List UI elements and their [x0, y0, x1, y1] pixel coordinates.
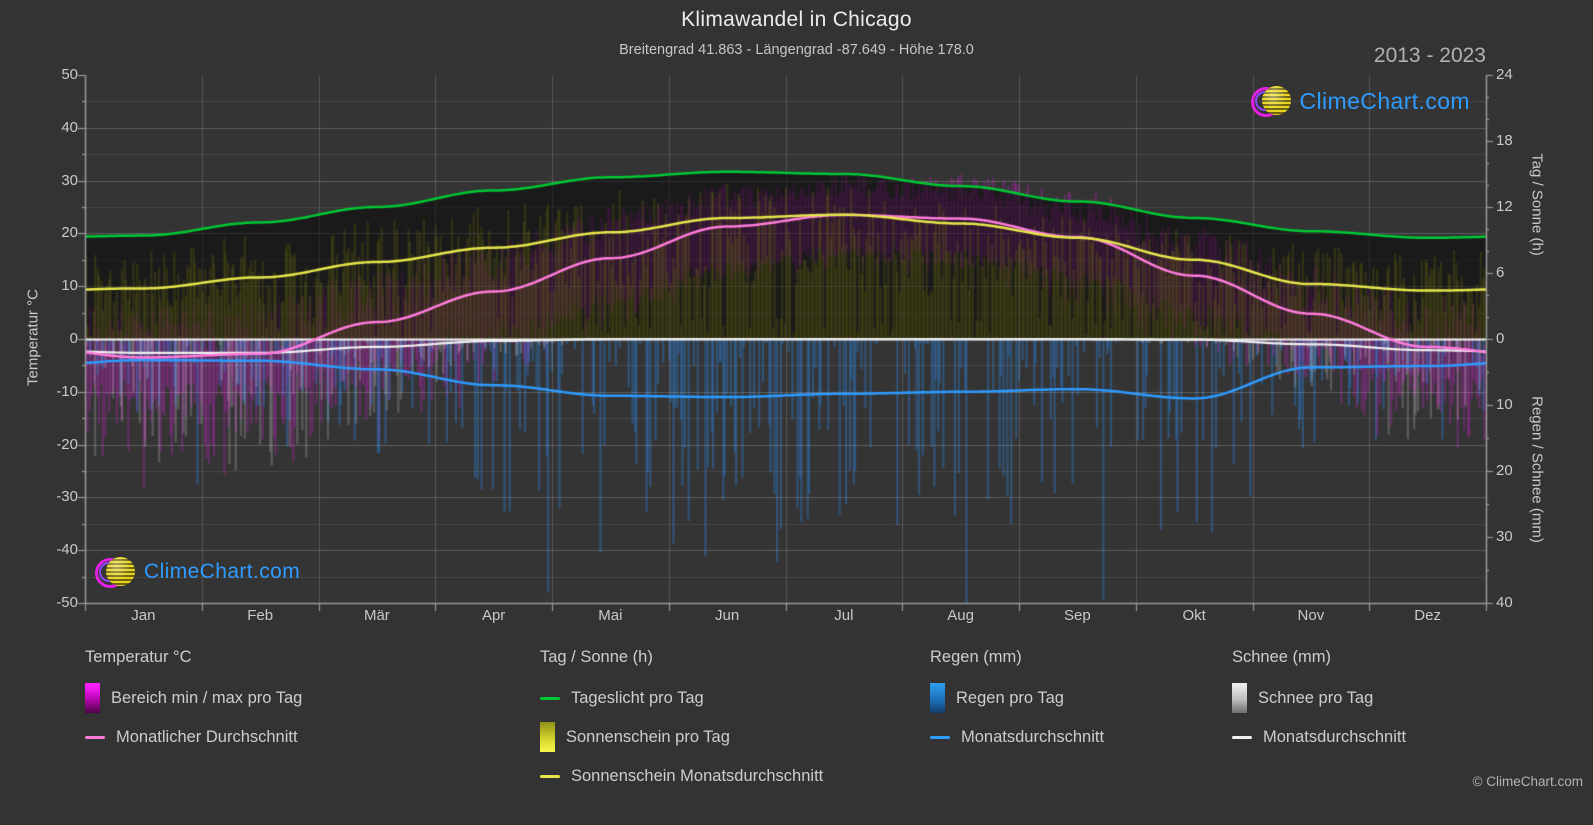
legend-group: Temperatur °C Bereich min / max pro Tag Mo… [85, 648, 302, 761]
y-tick-label-temp: -10 [56, 382, 78, 400]
legend-item: Regen pro Tag [930, 683, 1104, 713]
legend-item: Monatlicher Durchschnitt [85, 722, 302, 752]
y-tick-label-temp: 50 [61, 66, 78, 83]
line-blue-swatch-icon [930, 735, 950, 739]
x-axis-month-label: Okt [1182, 607, 1206, 624]
y-tick-label-temp: 20 [61, 224, 78, 242]
x-axis-month-labels: Jan Feb Mär Apr Mai Jun Jul Aug Sep Okt Nov Dez [85, 607, 1486, 627]
x-axis-month-label: Mär [363, 607, 390, 624]
legend-item: Monatsdurchschnitt [930, 722, 1104, 752]
logo-text: ClimeChart.com [144, 560, 301, 583]
legend-item: Tageslicht pro Tag [540, 683, 823, 713]
x-axis-month-label: Aug [947, 607, 974, 624]
y-tick-label-temp: 40 [61, 118, 78, 136]
legend-group-title: Temperatur °C [85, 648, 192, 666]
legend-item-label: Monatsdurchschnitt [1263, 727, 1407, 746]
y-tick-label-temp: -20 [56, 435, 78, 453]
x-axis-month-label: Jan [131, 607, 156, 624]
legend-item-label: Regen pro Tag [956, 688, 1064, 707]
x-axis-month-label: Mai [598, 607, 623, 624]
legend-item-label: Monatsdurchschnitt [961, 727, 1105, 746]
y-tick-label-temp: -50 [56, 594, 78, 611]
year-range: 2013 - 2023 [1373, 44, 1486, 67]
logo-sun-icon [106, 557, 135, 586]
gradient-yellow-swatch-icon [540, 722, 555, 752]
legend-item-label: Monatlicher Durchschnitt [116, 727, 298, 746]
legend-group: Tag / Sonne (h) Tageslicht pro Tag Sonnens… [540, 648, 823, 800]
y-tick-label-hours: 0 [1496, 330, 1505, 347]
logo-sun-icon [1261, 86, 1291, 115]
legend-group-title: Regen (mm) [930, 648, 1022, 666]
line-pink-swatch-icon [85, 735, 105, 739]
climechart-logo-top-right[interactable]: ClimeChart.com [1250, 84, 1470, 118]
legend-group-title: Tag / Sonne (h) [540, 648, 653, 666]
legend-group: Schnee (mm) Schnee pro Tag Monatsdurchschn… [1232, 648, 1406, 761]
gradient-blue-swatch-icon [930, 683, 945, 713]
legend-item: Sonnenschein pro Tag [540, 722, 823, 752]
y-tick-label-hours: 12 [1496, 198, 1513, 215]
x-axis-month-label: Sep [1064, 607, 1091, 624]
x-axis-month-label: Nov [1297, 607, 1325, 624]
x-axis-month-label: Jun [715, 607, 740, 624]
y-tick-label-temp: 10 [61, 277, 78, 295]
y-tick-label-temp: 0 [69, 330, 78, 347]
line-green-swatch-icon [540, 696, 560, 700]
x-axis-month-label: Apr [481, 607, 506, 624]
climechart-logo-bottom-left[interactable]: ClimeChart.com [95, 555, 300, 589]
x-axis-month-label: Jul [834, 607, 854, 624]
y-tick-label-temp: -40 [56, 541, 78, 559]
y-tick-label-mm: 20 [1496, 462, 1513, 479]
line-yellow-swatch-icon [540, 774, 560, 778]
logo-text: ClimeChart.com [1299, 87, 1470, 114]
climechart-logo-icon [1250, 84, 1291, 118]
legend-group-title: Schnee (mm) [1232, 648, 1332, 666]
climechart-logo-icon [95, 555, 135, 589]
copyright: © ClimeChart.com [1472, 774, 1583, 789]
x-axis-month-label: Feb [247, 607, 274, 624]
gradient-magenta-swatch-icon [85, 683, 100, 713]
legend-group: Regen (mm) Regen pro Tag Monatsdurchschnit… [930, 648, 1104, 761]
line-white-swatch-icon [1232, 735, 1252, 739]
legend-item: Schnee pro Tag [1232, 683, 1406, 713]
legend-item-label: Tageslicht pro Tag [571, 688, 704, 707]
legend-item-label: Schnee pro Tag [1258, 688, 1374, 707]
y-tick-label-hours: 24 [1496, 66, 1513, 83]
legend-item-label: Bereich min / max pro Tag [111, 688, 303, 707]
y-tick-label-hours: 18 [1496, 132, 1513, 149]
gradient-white-swatch-icon [1232, 683, 1247, 713]
legend-item: Sonnenschein Monatsdurchschnitt [540, 761, 823, 791]
legend-item-label: Sonnenschein pro Tag [566, 727, 730, 746]
x-axis-month-label: Dez [1414, 607, 1441, 624]
y-tick-label-mm: 30 [1496, 528, 1513, 545]
y-tick-label-mm: 40 [1496, 594, 1513, 611]
y-tick-label-temp: 30 [61, 171, 78, 189]
page-subtitle: Breitengrad 41.863 - Längengrad -87.649 … [619, 42, 974, 58]
page-title: Klimawandel in Chicago [681, 8, 912, 31]
y-tick-label-hours: 6 [1496, 264, 1505, 281]
legend: Temperatur °C Bereich min / max pro Tag Mo… [0, 648, 1593, 808]
legend-item: Monatsdurchschnitt [1232, 722, 1406, 752]
y-tick-label-temp: -30 [56, 488, 78, 506]
y-tick-label-mm: 10 [1496, 396, 1513, 413]
legend-item: Bereich min / max pro Tag [85, 683, 302, 713]
legend-item-label: Sonnenschein Monatsdurchschnitt [571, 766, 824, 785]
